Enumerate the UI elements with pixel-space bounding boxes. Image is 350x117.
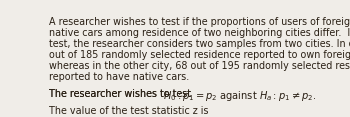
Text: The researcher wishes to test: The researcher wishes to test	[49, 89, 197, 99]
Text: A researcher wishes to test if the proportions of users of foreign and: A researcher wishes to test if the propo…	[49, 17, 350, 27]
Text: $H_0 : p_1 = p_2$ against $H_a: p_1 \neq p_2.$: $H_0 : p_1 = p_2$ against $H_a: p_1 \neq…	[163, 89, 316, 103]
Text: reported to have native cars.: reported to have native cars.	[49, 72, 189, 82]
Text: The value of the test statistic z is: The value of the test statistic z is	[49, 106, 208, 116]
Text: The researcher wishes to test: The researcher wishes to test	[49, 89, 197, 99]
Text: native cars among residence of two neighboring cities differ.  In order to: native cars among residence of two neigh…	[49, 28, 350, 38]
Text: test, the researcher considers two samples from two cities. In one city, 75: test, the researcher considers two sampl…	[49, 39, 350, 49]
Text: out of 185 randomly selected residence reported to own foreign cars,: out of 185 randomly selected residence r…	[49, 50, 350, 60]
Text: whereas in the other city, 68 out of 195 randomly selected residence: whereas in the other city, 68 out of 195…	[49, 61, 350, 71]
